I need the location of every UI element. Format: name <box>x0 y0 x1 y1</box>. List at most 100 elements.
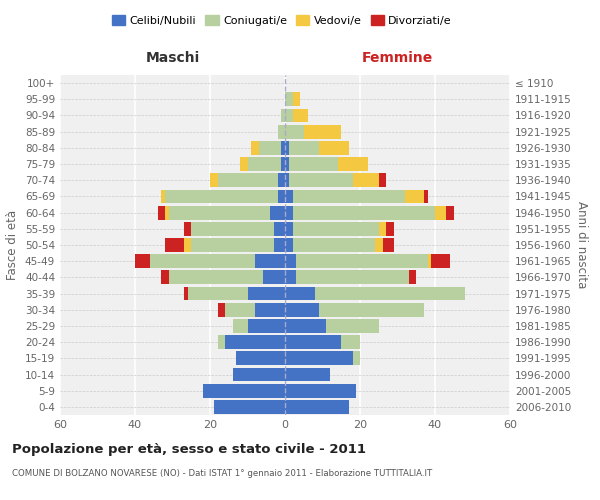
Bar <box>161 270 169 284</box>
Bar <box>353 174 379 187</box>
Bar <box>379 174 386 187</box>
Bar <box>277 125 285 138</box>
Bar <box>191 238 274 252</box>
Bar <box>304 125 341 138</box>
Bar <box>248 286 285 300</box>
Bar <box>424 190 427 203</box>
Bar <box>431 254 450 268</box>
Legend: Celibi/Nubili, Coniugati/e, Vedovi/e, Divorziati/e: Celibi/Nubili, Coniugati/e, Vedovi/e, Di… <box>107 10 457 30</box>
Bar <box>218 174 277 187</box>
Bar <box>184 222 191 235</box>
Bar <box>289 141 319 154</box>
Bar <box>210 174 218 187</box>
Bar <box>285 92 293 106</box>
Bar <box>285 174 289 187</box>
Bar <box>191 222 274 235</box>
Bar <box>319 303 424 316</box>
Bar <box>293 206 435 220</box>
Bar <box>379 222 386 235</box>
Bar <box>165 238 184 252</box>
Bar <box>157 206 165 220</box>
Bar <box>135 254 150 268</box>
Bar <box>337 157 367 171</box>
Bar <box>285 319 326 333</box>
Text: Femmine: Femmine <box>362 52 433 66</box>
Bar <box>285 303 319 316</box>
Bar <box>233 368 285 382</box>
Bar <box>281 141 285 154</box>
Bar <box>293 190 405 203</box>
Bar <box>319 141 349 154</box>
Bar <box>285 108 293 122</box>
Bar <box>184 238 191 252</box>
Bar <box>277 190 285 203</box>
Bar <box>255 303 285 316</box>
Bar <box>184 286 187 300</box>
Bar <box>296 254 427 268</box>
Bar <box>150 254 255 268</box>
Bar <box>293 238 375 252</box>
Bar <box>187 286 248 300</box>
Bar <box>274 222 285 235</box>
Bar <box>165 206 169 220</box>
Bar <box>446 206 454 220</box>
Bar <box>289 157 337 171</box>
Bar <box>214 400 285 414</box>
Bar <box>427 254 431 268</box>
Bar <box>293 108 308 122</box>
Bar <box>405 190 424 203</box>
Bar <box>285 400 349 414</box>
Text: COMUNE DI BOLZANO NOVARESE (NO) - Dati ISTAT 1° gennaio 2011 - Elaborazione TUTT: COMUNE DI BOLZANO NOVARESE (NO) - Dati I… <box>12 469 432 478</box>
Bar <box>263 270 285 284</box>
Bar <box>409 270 416 284</box>
Bar <box>169 206 270 220</box>
Bar <box>285 352 353 365</box>
Bar <box>293 222 379 235</box>
Bar <box>277 174 285 187</box>
Bar <box>326 319 379 333</box>
Bar <box>285 384 356 398</box>
Bar <box>285 270 296 284</box>
Y-axis label: Fasce di età: Fasce di età <box>7 210 19 280</box>
Bar <box>274 238 285 252</box>
Bar <box>285 125 304 138</box>
Bar <box>285 206 293 220</box>
Bar <box>251 141 259 154</box>
Bar <box>383 238 394 252</box>
Bar <box>225 303 255 316</box>
Y-axis label: Anni di nascita: Anni di nascita <box>575 202 588 288</box>
Bar <box>386 222 394 235</box>
Bar <box>296 270 409 284</box>
Bar <box>285 336 341 349</box>
Bar <box>285 157 289 171</box>
Bar <box>285 254 296 268</box>
Bar <box>315 286 465 300</box>
Bar <box>375 238 383 252</box>
Bar <box>165 190 277 203</box>
Bar <box>236 352 285 365</box>
Text: Maschi: Maschi <box>145 52 200 66</box>
Bar <box>285 238 293 252</box>
Bar <box>285 190 293 203</box>
Bar <box>281 108 285 122</box>
Bar <box>281 157 285 171</box>
Bar <box>270 206 285 220</box>
Bar <box>225 336 285 349</box>
Bar <box>233 319 248 333</box>
Bar <box>285 222 293 235</box>
Bar <box>435 206 446 220</box>
Bar <box>218 336 225 349</box>
Bar <box>203 384 285 398</box>
Bar <box>289 174 353 187</box>
Bar <box>285 141 289 154</box>
Bar <box>285 286 315 300</box>
Bar <box>341 336 360 349</box>
Bar <box>293 92 300 106</box>
Text: Popolazione per età, sesso e stato civile - 2011: Popolazione per età, sesso e stato civil… <box>12 442 366 456</box>
Bar <box>218 303 225 316</box>
Bar <box>255 254 285 268</box>
Bar <box>285 368 330 382</box>
Bar <box>169 270 263 284</box>
Bar <box>259 141 281 154</box>
Bar <box>248 157 281 171</box>
